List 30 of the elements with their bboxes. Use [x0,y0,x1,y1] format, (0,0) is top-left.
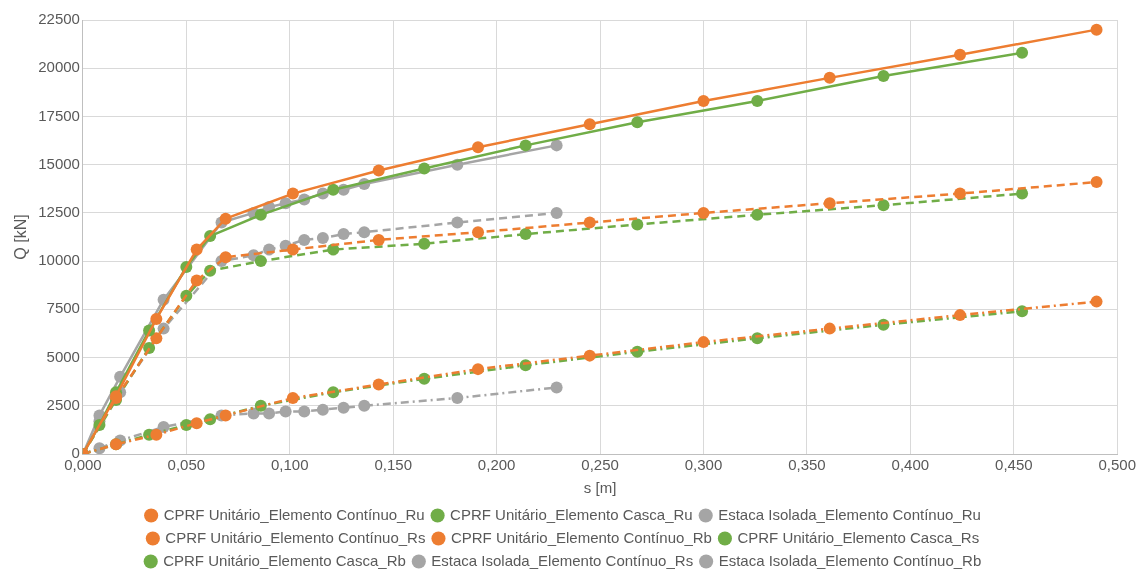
y-tick-label: 7500 [46,299,80,317]
legend-label: CPRF Unitário_Elemento Casca_Ru [450,505,693,523]
legend-label: CPRF Unitário_Elemento Casca_Rs [737,528,980,546]
x-tick-label: 0,200 [477,456,516,474]
x-axis-title: s [m] [583,479,617,497]
legend-label: Estaca Isolada_Elemento Contínuo_Rs [431,551,694,569]
legend-label: CPRF Unitário_Elemento Contínuo_Rb [450,528,712,546]
y-tick-label: 10000 [38,251,80,269]
y-tick-label: 20000 [38,58,80,76]
x-tick-label: 0,350 [788,456,826,474]
legend-label: CPRF Unitário_Elemento Contínuo_Rs [165,528,426,546]
y-tick-label: 17500 [38,106,80,124]
legend-label: Estaca Isolada_Elemento Contínuo_Rb [718,551,982,569]
x-tick-label: 0,300 [684,456,723,474]
x-tick-label: 0,450 [995,456,1033,474]
x-tick-label: 0,250 [581,456,619,474]
x-tick-label: 0,400 [891,456,930,474]
y-axis-title: Q [kN] [12,214,30,260]
legend-label: CPRF Unitário_Elemento Contínuo_Ru [163,505,425,523]
y-tick-label: 2500 [46,395,80,413]
legend-label: CPRF Unitário_Elemento Casca_Rb [163,551,406,569]
y-tick-label: 12500 [38,203,80,221]
y-tick-label: 5000 [46,347,80,365]
y-tick-label: 15000 [38,154,80,172]
x-tick-label: 0,050 [167,456,206,474]
x-tick-label: 0,500 [1098,456,1137,474]
legend-label: Estaca Isolada_Elemento Contínuo_Ru [718,505,981,523]
x-tick-label: 0,100 [271,456,309,474]
y-tick-label: 22500 [38,10,80,28]
x-tick-label: 0,150 [374,456,412,474]
